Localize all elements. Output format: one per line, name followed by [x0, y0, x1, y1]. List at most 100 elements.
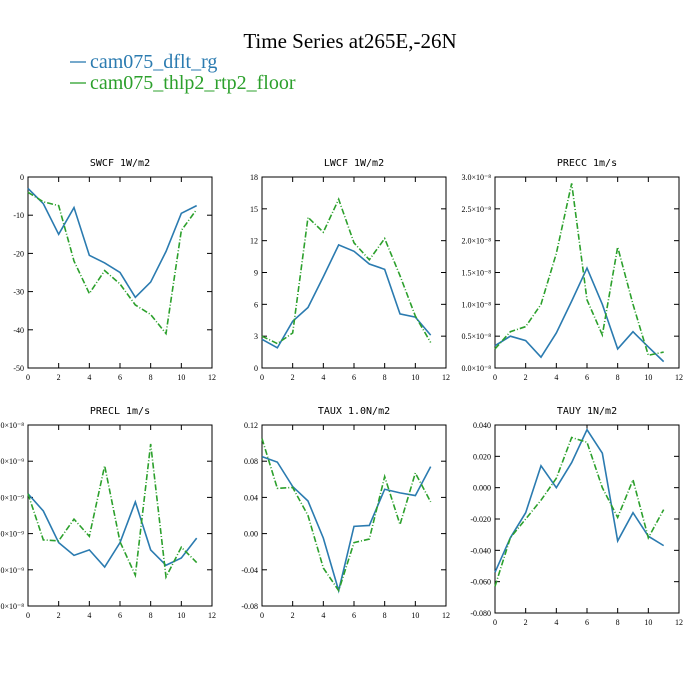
- y-tick-label: -0.040: [470, 546, 491, 555]
- y-tick-label: -30: [13, 288, 24, 297]
- series-line: [494, 266, 665, 363]
- y-tick-label: 0.04: [244, 493, 258, 502]
- plot-frame: [261, 424, 447, 607]
- y-tick-label: -0.04: [241, 566, 258, 575]
- x-tick-label: 0: [260, 373, 264, 382]
- y-tick-label: 6: [254, 300, 258, 309]
- x-tick-label: 8: [383, 373, 387, 382]
- series-line: [27, 187, 198, 299]
- series-line: [261, 243, 432, 349]
- page-title: Time Series at265E,-26N: [243, 29, 456, 53]
- x-tick-label: 12: [442, 373, 450, 382]
- y-tick-label: 4.0×10⁻⁹: [0, 530, 24, 539]
- series-line: [261, 438, 432, 593]
- x-tick-label: 8: [383, 611, 387, 620]
- x-tick-label: 8: [149, 611, 153, 620]
- x-tick-label: 6: [118, 373, 122, 382]
- y-tick-label: 12: [250, 237, 258, 246]
- x-tick-label: 10: [644, 618, 652, 627]
- panel-title: LWCF 1W/m2: [324, 158, 384, 169]
- series-line: [27, 443, 198, 580]
- x-tick-label: 2: [57, 373, 61, 382]
- y-tick-label: 6.0×10⁻⁹: [0, 493, 24, 502]
- x-tick-label: 12: [208, 611, 216, 620]
- y-tick-label: -40: [13, 326, 24, 335]
- x-tick-label: 12: [442, 611, 450, 620]
- x-tick-label: 6: [352, 373, 356, 382]
- y-tick-label: -0.080: [470, 609, 491, 618]
- series-line: [494, 436, 665, 587]
- y-tick-label: 1.0×10⁻⁸: [0, 421, 24, 430]
- y-tick-label: 0.12: [244, 421, 258, 430]
- x-tick-label: 2: [291, 611, 295, 620]
- x-tick-label: 0: [260, 611, 264, 620]
- x-tick-label: 4: [321, 611, 325, 620]
- y-tick-label: 9: [254, 269, 258, 278]
- y-tick-label: -20: [13, 249, 24, 258]
- y-tick-label: 18: [250, 173, 258, 182]
- y-tick-label: 0.08: [244, 457, 258, 466]
- panel-title: PRECC 1m/s: [557, 158, 617, 169]
- panel-title: SWCF 1W/m2: [90, 158, 150, 169]
- panel-title: TAUY 1N/m2: [557, 406, 617, 417]
- x-tick-label: 12: [675, 373, 683, 382]
- x-tick-label: 2: [524, 373, 528, 382]
- x-tick-label: 4: [87, 611, 91, 620]
- x-tick-label: 0: [493, 373, 497, 382]
- x-tick-label: 0: [26, 373, 30, 382]
- y-tick-label: 8.0×10⁻⁹: [0, 457, 24, 466]
- x-tick-label: 10: [411, 373, 419, 382]
- x-tick-label: 2: [291, 373, 295, 382]
- x-tick-label: 4: [554, 373, 558, 382]
- y-tick-label: 0: [254, 364, 258, 373]
- y-tick-label: 0.0×10⁻⁸: [0, 602, 24, 611]
- x-tick-label: 4: [321, 373, 325, 382]
- series-line: [261, 455, 432, 594]
- series-line: [27, 493, 198, 569]
- legend-label: cam075_dflt_rg: [90, 51, 217, 73]
- series-line: [261, 197, 432, 345]
- x-tick-label: 10: [177, 611, 185, 620]
- x-tick-label: 6: [118, 611, 122, 620]
- x-tick-label: 6: [352, 611, 356, 620]
- x-tick-label: 6: [585, 618, 589, 627]
- y-tick-label: -0.060: [470, 578, 491, 587]
- x-tick-label: 0: [26, 611, 30, 620]
- y-tick-label: 0: [20, 173, 24, 182]
- y-tick-label: 3.0×10⁻⁸: [461, 173, 491, 182]
- y-tick-label: -0.08: [241, 602, 258, 611]
- x-tick-label: 8: [616, 618, 620, 627]
- y-tick-label: 0.5×10⁻⁸: [461, 332, 491, 341]
- y-tick-label: 1.0×10⁻⁸: [461, 300, 491, 309]
- x-tick-label: 4: [87, 373, 91, 382]
- y-tick-label: 0.020: [473, 452, 491, 461]
- x-tick-label: 6: [585, 373, 589, 382]
- x-tick-label: 10: [411, 611, 419, 620]
- x-tick-label: 12: [208, 373, 216, 382]
- plot-frame: [27, 424, 213, 607]
- x-tick-label: 8: [149, 373, 153, 382]
- x-tick-label: 10: [177, 373, 185, 382]
- plot-frame: [261, 176, 447, 369]
- y-tick-label: 0.00: [244, 530, 258, 539]
- x-tick-label: 10: [644, 373, 652, 382]
- series-line: [494, 428, 665, 573]
- x-tick-label: 2: [524, 618, 528, 627]
- panel-title: PRECL 1m/s: [90, 406, 150, 417]
- x-tick-label: 4: [554, 618, 558, 627]
- y-tick-label: 0.040: [473, 421, 491, 430]
- x-tick-label: 0: [493, 618, 497, 627]
- y-tick-label: 2.0×10⁻⁸: [461, 237, 491, 246]
- y-tick-label: -50: [13, 364, 24, 373]
- legend-label: cam075_thlp2_rtp2_floor: [90, 72, 296, 94]
- y-tick-label: 1.5×10⁻⁸: [461, 269, 491, 278]
- y-tick-label: -0.020: [470, 515, 491, 524]
- x-tick-label: 2: [57, 611, 61, 620]
- x-tick-label: 12: [675, 618, 683, 627]
- y-tick-label: 2.5×10⁻⁸: [461, 205, 491, 214]
- panel-title: TAUX 1.0N/m2: [318, 406, 390, 417]
- x-tick-label: 8: [616, 373, 620, 382]
- y-tick-label: -10: [13, 211, 24, 220]
- series-line: [27, 191, 198, 336]
